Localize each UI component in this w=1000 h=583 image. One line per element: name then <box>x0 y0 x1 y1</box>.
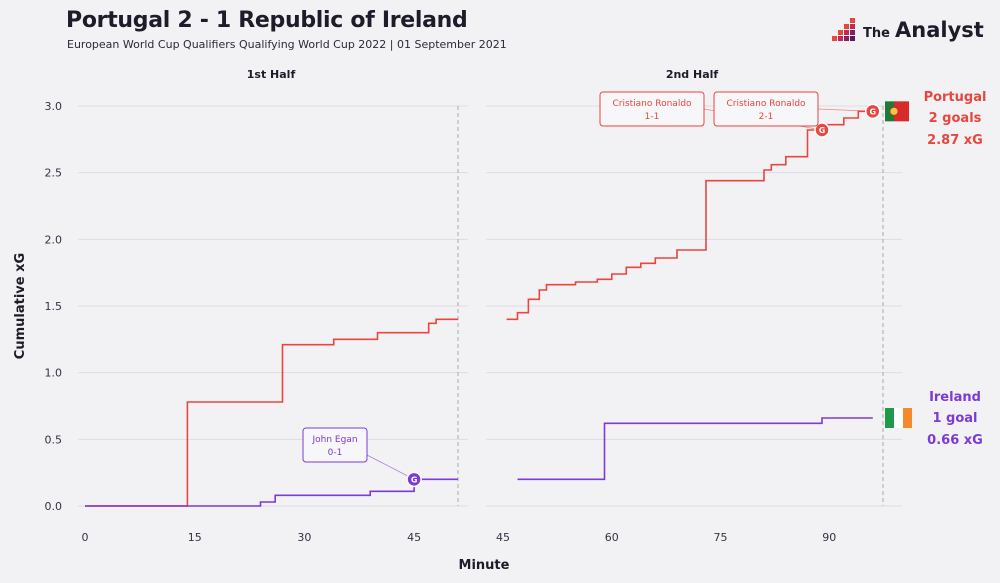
goal-callout-box <box>713 91 819 127</box>
x-tick-label: 15 <box>188 531 202 544</box>
half-label: 1st Half <box>247 68 296 81</box>
y-axis-title: Cumulative xG <box>13 253 28 359</box>
y-tick-label: 3.0 <box>45 100 63 113</box>
x-tick-label: 0 <box>82 531 89 544</box>
y-tick-label: 1.0 <box>45 367 63 380</box>
team-name-label: Ireland <box>929 390 981 405</box>
team-goals-label: 1 goal <box>932 411 977 426</box>
goal-marker <box>814 122 830 138</box>
team-xg-label: 0.66 xG <box>927 433 983 448</box>
ireland-flag-icon <box>903 408 912 428</box>
brand-logo: The Analyst <box>828 16 993 50</box>
y-tick-label: 0.5 <box>45 433 63 446</box>
callout-leader <box>366 454 415 480</box>
series-line-ireland <box>85 478 458 507</box>
team-goals-label: 2 goals <box>929 111 982 126</box>
brand-the: The <box>863 26 890 41</box>
brand-analyst: Analyst <box>895 18 984 42</box>
x-tick-label: 45 <box>496 531 510 544</box>
x-tick-label: 45 <box>407 531 421 544</box>
goal-marker-glyph: G <box>819 126 826 135</box>
x-axis-title: Minute <box>459 558 510 573</box>
goal-marker <box>865 103 881 120</box>
half-label: 2nd Half <box>666 68 719 81</box>
portugal-flag-icon <box>885 101 894 122</box>
goal-score-label: 1-1 <box>645 112 660 122</box>
goal-marker <box>406 471 422 488</box>
goal-score-label: 0-1 <box>328 448 343 458</box>
x-tick-label: 30 <box>297 531 311 544</box>
y-tick-label: 0.0 <box>45 500 63 513</box>
goal-callout-box <box>599 91 705 127</box>
goal-scorer-label: Cristiano Ronaldo <box>726 99 806 109</box>
x-tick-label: 60 <box>605 531 619 544</box>
y-tick-label: 2.0 <box>45 233 63 246</box>
page-title: Portugal 2 - 1 Republic of Ireland <box>66 8 468 33</box>
x-tick-label: 90 <box>822 531 836 544</box>
goal-marker-glyph: G <box>869 107 876 116</box>
x-tick-label: 75 <box>714 531 728 544</box>
series-line-ireland <box>517 417 873 481</box>
y-tick-label: 2.5 <box>45 167 63 180</box>
bar-squares-logo-icon <box>832 18 855 41</box>
goal-marker-glyph: G <box>411 475 418 484</box>
goal-scorer-label: John Egan <box>311 435 357 445</box>
portugal-flag-icon <box>894 101 909 122</box>
team-xg-label: 2.87 xG <box>927 133 983 148</box>
ireland-flag-icon <box>885 408 894 428</box>
goal-scorer-label: Cristiano Ronaldo <box>612 99 692 109</box>
ireland-flag-icon <box>894 408 903 428</box>
page-subtitle: European World Cup Qualifiers Qualifying… <box>67 38 507 51</box>
series-line-portugal <box>85 318 458 507</box>
y-tick-label: 1.5 <box>45 300 63 313</box>
team-name-label: Portugal <box>924 90 987 105</box>
portugal-flag-icon <box>889 106 899 116</box>
series-line-portugal <box>506 110 873 321</box>
callout-leader <box>817 108 873 112</box>
goal-callout-box <box>302 427 368 463</box>
goal-score-label: 2-1 <box>759 112 774 122</box>
